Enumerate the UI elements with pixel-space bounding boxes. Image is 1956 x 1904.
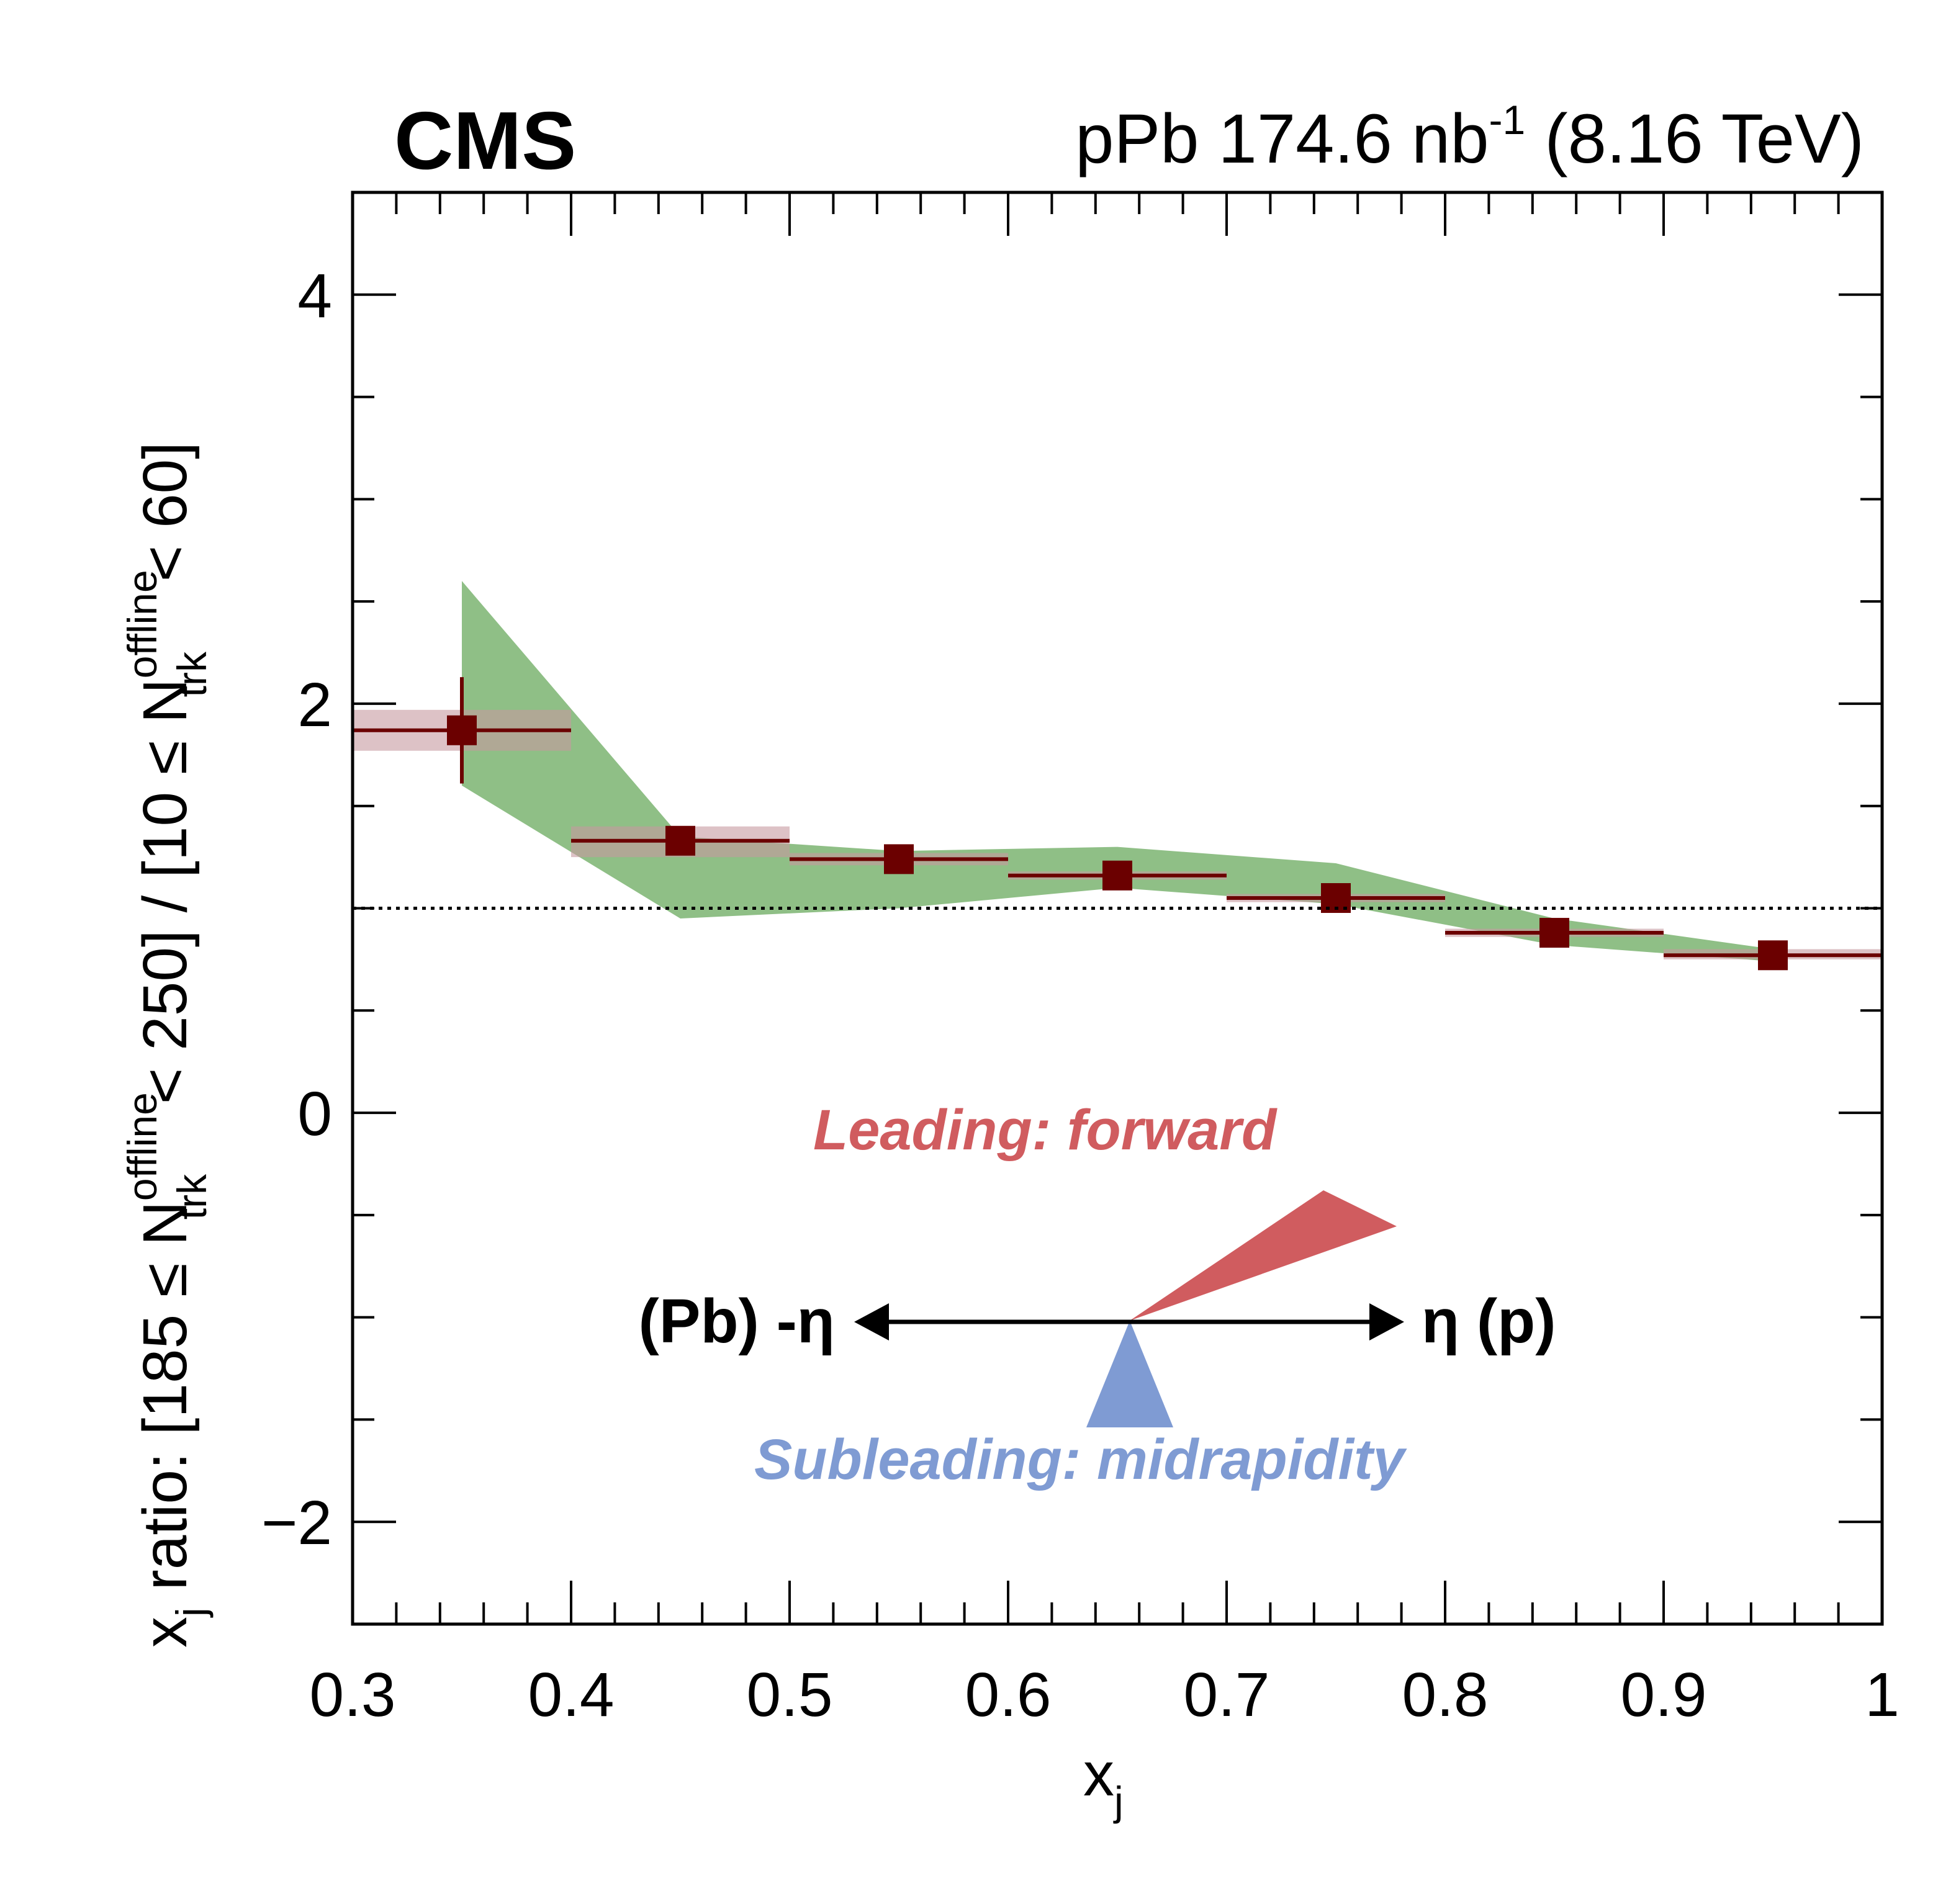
data-point-2 bbox=[884, 844, 914, 874]
leading-jet-wedge bbox=[1130, 1190, 1397, 1321]
y-axis-title-group: xj ratio: [185 ≤ Nofflinetrk < 250] / [1… bbox=[119, 442, 215, 1648]
data-point-1 bbox=[665, 825, 695, 856]
x-tick-label: 0.7 bbox=[1183, 1660, 1269, 1730]
left-arrow-label: (Pb) -η bbox=[638, 1287, 835, 1356]
y-axis-title: xj ratio: [185 ≤ Nofflinetrk < 250] / [1… bbox=[119, 442, 215, 1648]
subleading-jet-wedge bbox=[1086, 1321, 1173, 1427]
x-tick-label: 0.9 bbox=[1620, 1660, 1706, 1730]
x-tick-label: 0.5 bbox=[746, 1660, 832, 1730]
left-arrowhead-icon bbox=[854, 1303, 889, 1340]
data-point-5 bbox=[1539, 918, 1569, 948]
right-arrow-label: η (p) bbox=[1422, 1287, 1556, 1356]
leading-label: Leading: forward bbox=[813, 1098, 1278, 1162]
x-tick-label: 0.6 bbox=[965, 1660, 1051, 1730]
subleading-label: Subleading: midrapidity bbox=[754, 1428, 1407, 1491]
model-band-layer bbox=[462, 581, 1773, 962]
x-tick-label: 0.8 bbox=[1402, 1660, 1488, 1730]
data-point-3 bbox=[1102, 860, 1132, 891]
y-tick-label: 2 bbox=[297, 670, 332, 740]
x-tick-labels: 0.3 0.4 0.5 0.6 0.7 0.8 0.9 1 bbox=[309, 1660, 1899, 1730]
luminosity-label: pPb 174.6 nb-1 (8.16 TeV) bbox=[1075, 97, 1864, 177]
y-tick-labels: −2 0 2 4 bbox=[261, 261, 332, 1558]
x-axis-title: xj bbox=[1083, 1740, 1124, 1824]
x-tick-label: 0.4 bbox=[528, 1660, 614, 1730]
experiment-label: CMS bbox=[394, 95, 576, 186]
data-point-0 bbox=[447, 715, 477, 745]
right-arrowhead-icon bbox=[1369, 1303, 1404, 1340]
y-tick-label: 0 bbox=[297, 1079, 332, 1149]
x-tick-label: 1 bbox=[1865, 1660, 1900, 1730]
y-tick-label: 4 bbox=[297, 261, 332, 331]
model-band bbox=[462, 581, 1773, 962]
y-tick-label: −2 bbox=[261, 1488, 332, 1558]
x-tick-label: 0.3 bbox=[309, 1660, 395, 1730]
axis-ticks bbox=[351, 191, 1883, 1625]
data-points-layer bbox=[353, 677, 1882, 971]
data-point-6 bbox=[1758, 940, 1788, 971]
